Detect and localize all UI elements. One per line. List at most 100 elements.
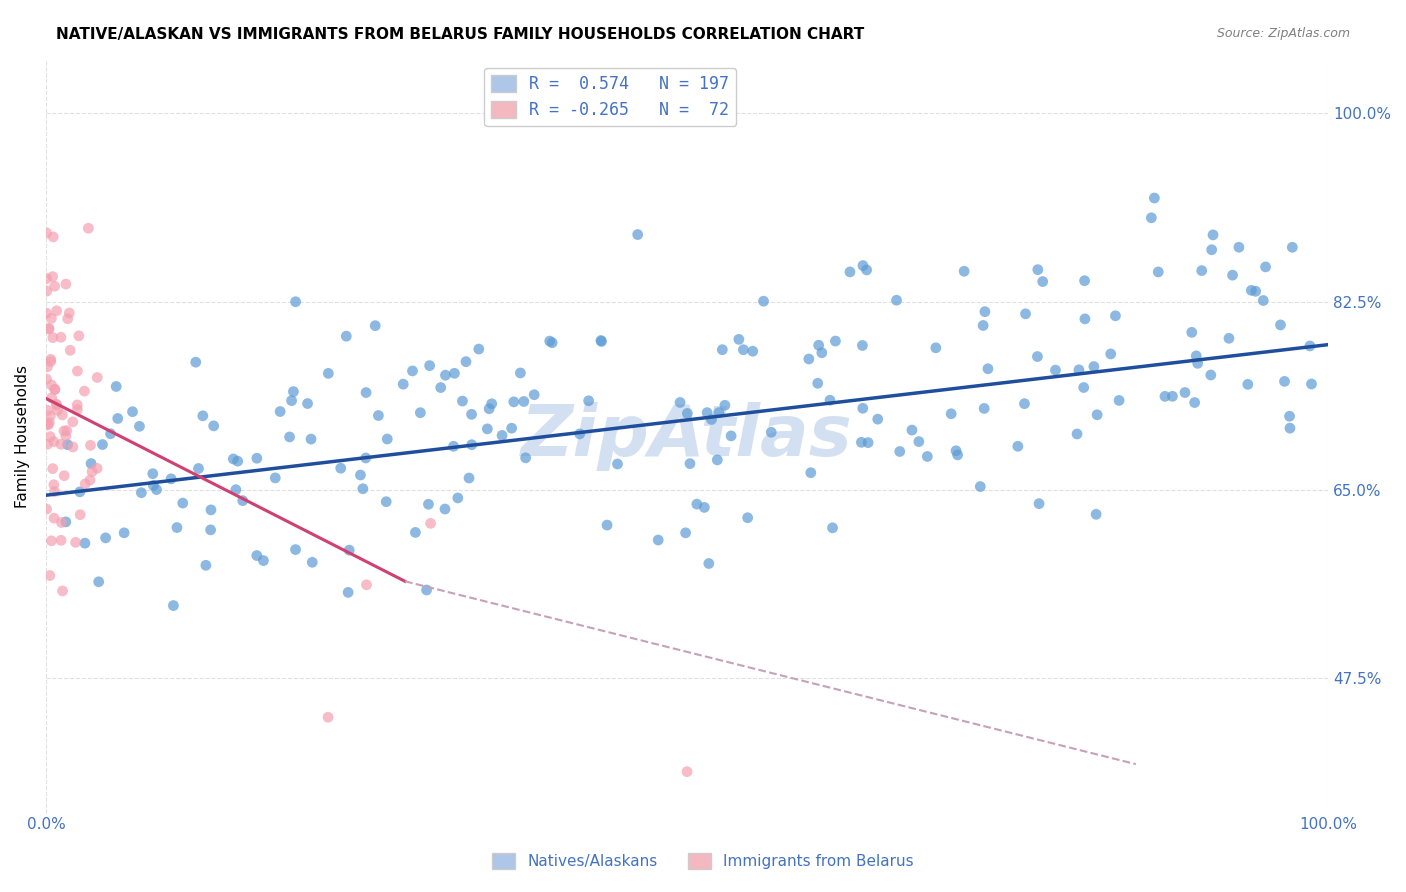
Point bbox=[56, 438, 79, 452]
Point bbox=[42, 511, 65, 525]
Point bbox=[477, 422, 499, 436]
Point bbox=[461, 438, 484, 452]
Point bbox=[693, 500, 716, 515]
Point bbox=[222, 452, 245, 467]
Point bbox=[35, 417, 58, 432]
Point bbox=[669, 395, 692, 409]
Point bbox=[1240, 284, 1263, 298]
Point bbox=[354, 450, 377, 465]
Point bbox=[142, 467, 165, 481]
Point bbox=[45, 303, 67, 318]
Point bbox=[1099, 347, 1122, 361]
Point bbox=[1014, 397, 1036, 411]
Point bbox=[1014, 307, 1036, 321]
Point bbox=[301, 555, 323, 569]
Point bbox=[589, 334, 612, 348]
Point bbox=[107, 411, 129, 425]
Point bbox=[752, 294, 775, 309]
Point bbox=[41, 269, 63, 284]
Point bbox=[246, 451, 269, 466]
Legend: Natives/Alaskans, Immigrants from Belarus: Natives/Alaskans, Immigrants from Belaru… bbox=[486, 847, 920, 875]
Point bbox=[41, 533, 63, 548]
Point bbox=[1278, 421, 1301, 435]
Point bbox=[352, 482, 374, 496]
Point bbox=[1174, 385, 1197, 400]
Point bbox=[337, 543, 360, 558]
Point bbox=[100, 426, 122, 441]
Point bbox=[299, 432, 322, 446]
Point bbox=[568, 426, 591, 441]
Point bbox=[66, 402, 89, 417]
Point bbox=[44, 383, 66, 397]
Point bbox=[41, 378, 63, 392]
Point bbox=[35, 372, 58, 386]
Point bbox=[318, 367, 340, 381]
Text: Source: ZipAtlas.com: Source: ZipAtlas.com bbox=[1216, 27, 1350, 40]
Point bbox=[696, 406, 718, 420]
Point bbox=[824, 334, 846, 348]
Point bbox=[429, 380, 451, 394]
Point bbox=[458, 471, 481, 485]
Point bbox=[59, 343, 82, 358]
Point bbox=[866, 412, 889, 426]
Point bbox=[37, 437, 59, 451]
Point bbox=[973, 401, 995, 416]
Point bbox=[246, 549, 269, 563]
Point bbox=[44, 484, 66, 499]
Point bbox=[733, 343, 755, 357]
Point bbox=[35, 306, 58, 320]
Point bbox=[538, 334, 561, 348]
Point bbox=[1274, 375, 1296, 389]
Point bbox=[761, 425, 783, 440]
Point bbox=[86, 370, 108, 384]
Point bbox=[1028, 497, 1050, 511]
Point bbox=[851, 338, 873, 352]
Point bbox=[714, 398, 737, 412]
Point bbox=[1140, 211, 1163, 225]
Point bbox=[1191, 263, 1213, 277]
Point bbox=[415, 582, 437, 597]
Point bbox=[49, 330, 72, 344]
Point bbox=[69, 508, 91, 522]
Point bbox=[91, 437, 114, 451]
Point bbox=[1161, 389, 1184, 403]
Point bbox=[39, 409, 62, 423]
Point bbox=[917, 450, 939, 464]
Point bbox=[1154, 389, 1177, 403]
Point bbox=[807, 376, 830, 391]
Point bbox=[851, 435, 873, 450]
Point bbox=[1237, 377, 1260, 392]
Point bbox=[41, 391, 63, 405]
Point bbox=[1251, 293, 1274, 308]
Point bbox=[49, 533, 72, 548]
Point bbox=[676, 406, 699, 420]
Point bbox=[1066, 427, 1088, 442]
Point bbox=[1143, 191, 1166, 205]
Point bbox=[39, 352, 62, 367]
Point bbox=[925, 341, 948, 355]
Point bbox=[972, 318, 994, 333]
Point bbox=[1244, 285, 1267, 299]
Point bbox=[596, 518, 619, 533]
Point bbox=[1301, 376, 1323, 391]
Point bbox=[821, 521, 844, 535]
Point bbox=[38, 568, 60, 582]
Point bbox=[51, 583, 73, 598]
Point bbox=[707, 406, 730, 420]
Point bbox=[627, 227, 650, 242]
Point bbox=[56, 311, 79, 326]
Point bbox=[419, 359, 441, 373]
Point bbox=[541, 335, 564, 350]
Point bbox=[404, 525, 426, 540]
Point bbox=[468, 342, 491, 356]
Point bbox=[1201, 243, 1223, 257]
Point bbox=[855, 263, 877, 277]
Point bbox=[364, 318, 387, 333]
Point bbox=[1254, 260, 1277, 274]
Point bbox=[1281, 240, 1303, 254]
Point bbox=[46, 403, 69, 417]
Point bbox=[79, 438, 101, 452]
Point bbox=[202, 418, 225, 433]
Point bbox=[297, 396, 319, 410]
Point bbox=[1083, 359, 1105, 374]
